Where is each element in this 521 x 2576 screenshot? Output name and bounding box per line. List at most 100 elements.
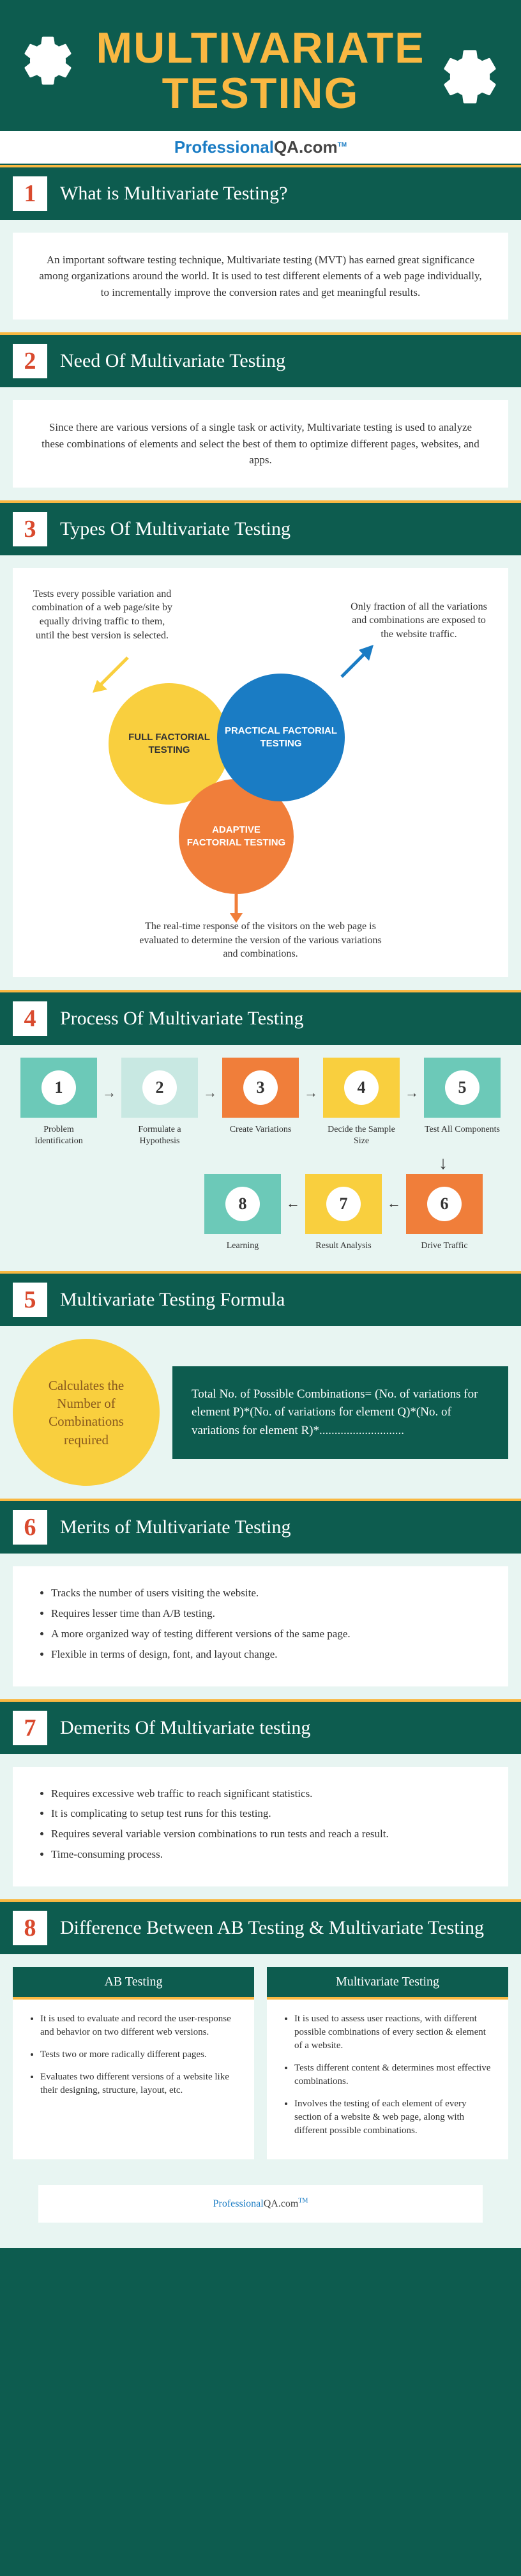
main-title: MULTIVARIATE TESTING	[13, 26, 508, 117]
section-header-6: 6 Merits of Multivariate Testing	[0, 1499, 521, 1554]
section-title: Need Of Multivariate Testing	[60, 350, 285, 372]
process-step: 2 Formulate a Hypothesis	[121, 1058, 198, 1147]
list-item: Requires excessive web traffic to reach …	[51, 1786, 483, 1801]
infographic-root: MULTIVARIATE TESTING ProfessionalQA.comT…	[0, 0, 521, 2248]
process-row-top: 1Problem Identification → 2 Formulate a Hyp…	[13, 1058, 508, 1147]
process-step-number: 2	[142, 1070, 177, 1105]
list-item: Evaluates two different versions of a we…	[40, 2071, 238, 2097]
header: MULTIVARIATE TESTING	[0, 0, 521, 130]
process-step-number: 4	[344, 1070, 379, 1105]
process-step-label: Learning	[204, 1240, 281, 1252]
section-title: Merits of Multivariate Testing	[60, 1516, 291, 1538]
process-step-label: Create Variations	[222, 1124, 299, 1136]
type-desc-practical: Only fraction of all the variations and …	[349, 600, 489, 642]
list-item: A more organized way of testing differen…	[51, 1626, 483, 1642]
arrow-icon: ←	[387, 1195, 401, 1212]
gear-icon	[438, 45, 502, 109]
process-step-label: Problem Identification	[20, 1124, 97, 1147]
process-step-number: 7	[326, 1187, 361, 1221]
process-step-number: 8	[225, 1187, 260, 1221]
list-item: Tests different content & determines mos…	[294, 2062, 492, 2088]
process-step-badge: 2	[121, 1058, 198, 1118]
process-step-number: 6	[427, 1187, 462, 1221]
section-header-8: 8 Difference Between AB Testing & Multiv…	[0, 1899, 521, 1954]
list-item: It is used to evaluate and record the us…	[40, 2012, 238, 2039]
process-step-label: Test All Components	[424, 1124, 501, 1136]
section-number: 7	[13, 1711, 47, 1745]
section-title: Process Of Multivariate Testing	[60, 1008, 303, 1030]
arrow-icon: →	[405, 1084, 419, 1101]
process-step-number: 3	[243, 1070, 278, 1105]
process-step-label: Decide the Sample Size	[323, 1124, 400, 1147]
formula-text: Total No. of Possible Combinations= (No.…	[172, 1366, 508, 1460]
process-step: 7 Result Analysis	[305, 1174, 382, 1252]
section-number: 3	[13, 512, 47, 546]
type-desc-adaptive: The real-time response of the visitors o…	[139, 920, 382, 961]
section-title: Difference Between AB Testing & Multivar…	[60, 1917, 484, 1939]
section-title: What is Multivariate Testing?	[60, 183, 287, 204]
section-3-body: Tests every possible variation and combi…	[0, 555, 521, 990]
section-title: Types Of Multivariate Testing	[60, 518, 291, 540]
list-item: It is complicating to setup test runs fo…	[51, 1806, 483, 1821]
compare-col-ab: AB Testing It is used to evaluate and re…	[13, 1967, 254, 2159]
list-item: Tests two or more radically different pa…	[40, 2048, 238, 2062]
section-number: 1	[13, 176, 47, 211]
section-number: 4	[13, 1001, 47, 1036]
comparison-table: AB Testing It is used to evaluate and re…	[13, 1967, 508, 2159]
list-item: Tracks the number of users visiting the …	[51, 1585, 483, 1601]
type-desc-full: Tests every possible variation and combi…	[32, 587, 172, 642]
process-step-badge: 6	[406, 1174, 483, 1234]
process-step: 4 Decide the Sample Size	[323, 1058, 400, 1147]
section-7-body: Requires excessive web traffic to reach …	[0, 1754, 521, 1899]
list-item: Requires several variable version combin…	[51, 1826, 483, 1842]
gear-icon	[19, 32, 77, 89]
section-header-1: 1 What is Multivariate Testing?	[0, 165, 521, 220]
process-step: 1Problem Identification	[20, 1058, 97, 1147]
section-number: 8	[13, 1911, 47, 1945]
merits-panel: Tracks the number of users visiting the …	[13, 1566, 508, 1686]
arrow-icon: →	[102, 1084, 116, 1101]
footer-logo: ProfessionalQA.comTM	[38, 2185, 483, 2223]
section-5-body: Calculates the Number of Combinations re…	[0, 1326, 521, 1499]
section-8-body: AB Testing It is used to evaluate and re…	[0, 1954, 521, 2248]
process-step-label: Formulate a Hypothesis	[121, 1124, 198, 1147]
section-number: 2	[13, 344, 47, 378]
formula-label: Calculates the Number of Combinations re…	[13, 1339, 160, 1486]
section-number: 6	[13, 1510, 47, 1545]
arrow-icon: →	[203, 1084, 217, 1101]
section-header-7: 7 Demerits Of Multivariate testing	[0, 1699, 521, 1754]
process-step-number: 5	[445, 1070, 479, 1105]
process-step: 5 Test All Components	[424, 1058, 501, 1136]
section-title: Multivariate Testing Formula	[60, 1289, 285, 1311]
process-step-badge: 5	[424, 1058, 501, 1118]
process-row-bottom: 8 Learning ← 7 Result Analysis ← 6 Drive Traffi…	[13, 1174, 508, 1252]
circle-practical-factorial: PRACTICAL FACTORIAL TESTING	[217, 674, 345, 801]
process-step-label: Result Analysis	[305, 1240, 382, 1252]
list-item: Flexible in terms of design, font, and l…	[51, 1647, 483, 1662]
list-item: It is used to assess user reactions, wit…	[294, 2012, 492, 2053]
brand-logo: ProfessionalQA.comTM	[174, 137, 347, 157]
process-step: 8 Learning	[204, 1174, 281, 1252]
process-step-badge: 4	[323, 1058, 400, 1118]
section-header-3: 3 Types Of Multivariate Testing	[0, 500, 521, 555]
compare-head-ab: AB Testing	[13, 1967, 254, 2000]
section-number: 5	[13, 1283, 47, 1317]
section-2-body: Since there are various versions of a si…	[0, 387, 521, 500]
section-title: Demerits Of Multivariate testing	[60, 1717, 310, 1739]
process-step-label: Drive Traffic	[406, 1240, 483, 1252]
process-step: 3 Create Variations	[222, 1058, 299, 1136]
compare-head-mvt: Multivariate Testing	[267, 1967, 508, 2000]
text-panel: Since there are various versions of a si…	[13, 400, 508, 488]
section-1-body: An important software testing technique,…	[0, 220, 521, 333]
list-item: Time-consuming process.	[51, 1847, 483, 1862]
section-header-2: 2 Need Of Multivariate Testing	[0, 332, 521, 387]
process-step: 6 Drive Traffic	[406, 1174, 483, 1252]
demerits-panel: Requires excessive web traffic to reach …	[13, 1767, 508, 1886]
arrow-icon: ←	[286, 1195, 300, 1212]
venn-diagram: Tests every possible variation and combi…	[13, 568, 508, 977]
process-step-badge: 8	[204, 1174, 281, 1234]
formula-layout: Calculates the Number of Combinations re…	[13, 1339, 508, 1486]
process-step-badge: 3	[222, 1058, 299, 1118]
section-header-4: 4 Process Of Multivariate Testing	[0, 990, 521, 1045]
arrow-icon	[332, 638, 383, 690]
